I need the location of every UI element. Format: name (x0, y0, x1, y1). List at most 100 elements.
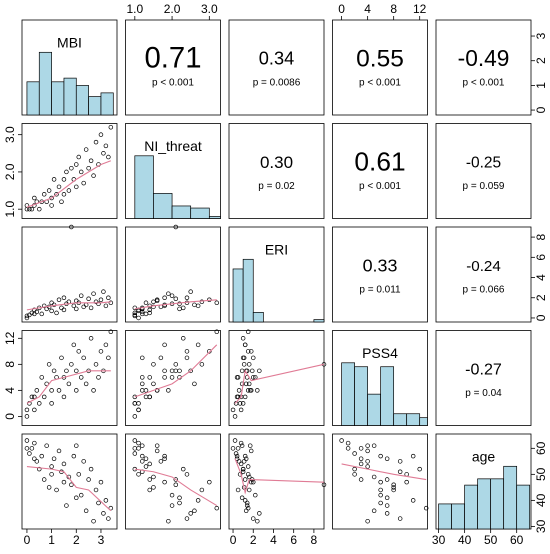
scatter-point (39, 375, 44, 380)
scatter-point (49, 401, 54, 406)
scatter-point (238, 407, 244, 413)
scatter-point (151, 474, 156, 480)
scatter-point (39, 311, 44, 317)
variable-label: MBI (57, 35, 82, 51)
smooth-line (26, 301, 111, 311)
scatter-point (246, 381, 252, 387)
scatter-point (78, 375, 84, 380)
hist-bar (406, 413, 421, 426)
scatter-point (199, 362, 205, 367)
scatter-point (74, 368, 79, 374)
x-tick-label: 0 (24, 533, 31, 547)
scatter-point (169, 293, 175, 298)
panel-frame (332, 433, 428, 530)
scatter-point (24, 206, 30, 212)
scatter-point (71, 342, 77, 348)
scatter-point (108, 124, 114, 130)
scatter-point (83, 508, 89, 514)
scatter-point (378, 492, 383, 498)
scatter-point (147, 307, 152, 313)
scatter-point (245, 329, 251, 335)
scatter-point (391, 487, 396, 493)
scatter-point (136, 472, 141, 477)
scatter-point (244, 500, 250, 506)
scatter-point (24, 438, 30, 443)
scatter-point (345, 446, 351, 451)
correlation: 0.34 (259, 49, 294, 69)
scatter-point (188, 289, 193, 294)
y-tick-label: 1.0 (3, 201, 17, 218)
x-tick-label: 4 (270, 533, 277, 547)
scatter-point (243, 508, 249, 514)
scatter-point (240, 466, 246, 472)
panel-frame (21, 433, 118, 530)
scatter-point (24, 414, 30, 419)
scatter-point (106, 355, 111, 361)
scatter-point (358, 456, 364, 461)
scatter-point (108, 300, 114, 306)
scatter-point (32, 456, 37, 461)
scatter-point (184, 472, 190, 477)
scatter-point (169, 503, 175, 508)
scatter-point (101, 289, 106, 294)
panel-frame (332, 123, 428, 219)
scatter-point (96, 500, 101, 506)
smooth-line (134, 344, 218, 398)
scatter-point (238, 461, 244, 467)
smooth-line (134, 468, 218, 507)
scatter-point (365, 464, 370, 469)
scatter-point (83, 147, 89, 152)
x-tick-label: 2 (73, 533, 80, 547)
scatter-point (233, 451, 239, 456)
p-value: p = 0.02 (258, 181, 295, 192)
scatter-point (98, 132, 104, 137)
hist-bar (313, 319, 325, 323)
scatter-point (32, 440, 37, 446)
scatter-point (423, 505, 429, 511)
scatter-point (255, 388, 260, 393)
y-tick-label: 1 (534, 82, 548, 89)
scatter-point (108, 329, 114, 335)
scatter-point (162, 368, 167, 374)
y-tick-label: 40 (534, 493, 548, 507)
scatter-point (41, 192, 47, 197)
variable-label: age (472, 449, 496, 465)
scatter-point (184, 355, 190, 361)
scatter-point (143, 464, 149, 469)
scatter-point (384, 511, 390, 516)
scatter-point (173, 296, 179, 302)
scatter-point (24, 407, 30, 413)
scatter-point (69, 482, 74, 488)
scatter-point (93, 139, 99, 145)
scatter-point (417, 466, 422, 472)
scatter-point (238, 440, 244, 446)
scatter-point (64, 169, 69, 175)
scatter-point (371, 474, 377, 480)
correlation: -0.49 (458, 45, 510, 71)
scatter-point (69, 224, 74, 230)
scatter-point (251, 479, 256, 485)
x-tick-label: 2.0 (164, 2, 181, 16)
scatter-point (251, 355, 256, 361)
scatter-point (32, 394, 37, 400)
scatter-point (32, 195, 37, 201)
hist-bar (100, 92, 114, 116)
scatter-point (88, 305, 94, 311)
scatter-point (86, 296, 91, 302)
scatter-point (257, 511, 262, 516)
scatter-point (61, 192, 67, 197)
scatter-point (140, 388, 145, 393)
panel-frame (332, 226, 428, 323)
scatter-point (192, 381, 197, 387)
panel-frame (21, 330, 118, 426)
x-tick-label: 12 (413, 2, 427, 16)
scatter-point (188, 368, 193, 374)
panel-frame (435, 226, 532, 323)
scatter-point (371, 508, 377, 514)
scatter-point (241, 355, 247, 361)
scatter-point (158, 355, 164, 361)
scatter-point (162, 295, 167, 300)
scatter-point (41, 394, 47, 400)
y-tick-label: 4 (534, 274, 548, 281)
scatter-point (27, 206, 32, 212)
